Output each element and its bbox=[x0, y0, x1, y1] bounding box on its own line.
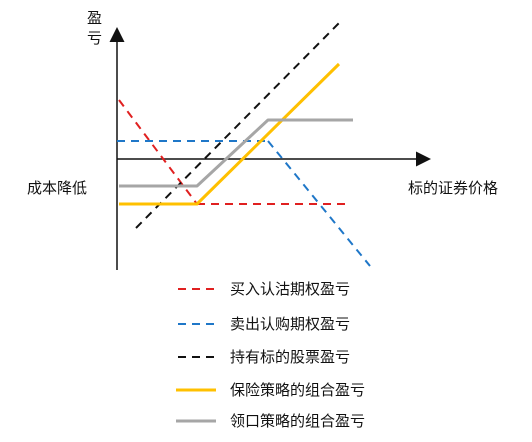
legend-label-collar: 领口策略的组合盈亏 bbox=[230, 412, 365, 430]
legend-label-short-call: 卖出认购期权盈亏 bbox=[230, 315, 350, 333]
stock-line bbox=[135, 21, 341, 229]
y-axis-label-line2: 亏 bbox=[87, 29, 102, 47]
legend-item-protective: 保险策略的组合盈亏 bbox=[176, 381, 365, 399]
legend-label-protective: 保险策略的组合盈亏 bbox=[230, 381, 365, 399]
cost-reduction-note: 成本降低 bbox=[27, 179, 87, 197]
legend-label-long-put: 买入认沽期权盈亏 bbox=[230, 280, 350, 298]
collar-strategy-line bbox=[119, 118, 353, 188]
legend-item-short-call: 卖出认购期权盈亏 bbox=[178, 315, 350, 333]
protective-strategy-line bbox=[119, 62, 341, 206]
x-axis-label: 标的证券价格 bbox=[408, 179, 498, 197]
legend-item-stock: 持有标的股票盈亏 bbox=[178, 348, 350, 366]
legend: 买入认沽期权盈亏 卖出认购期权盈亏 持有标的股票盈亏 保险策略的组合盈亏 领口策… bbox=[176, 280, 365, 430]
long-put-line-slope bbox=[118, 99, 198, 205]
y-axis-label-line1: 盈 bbox=[87, 9, 102, 27]
legend-item-collar: 领口策略的组合盈亏 bbox=[176, 412, 365, 430]
legend-item-long-put: 买入认沽期权盈亏 bbox=[178, 280, 350, 298]
legend-label-stock: 持有标的股票盈亏 bbox=[230, 348, 350, 366]
